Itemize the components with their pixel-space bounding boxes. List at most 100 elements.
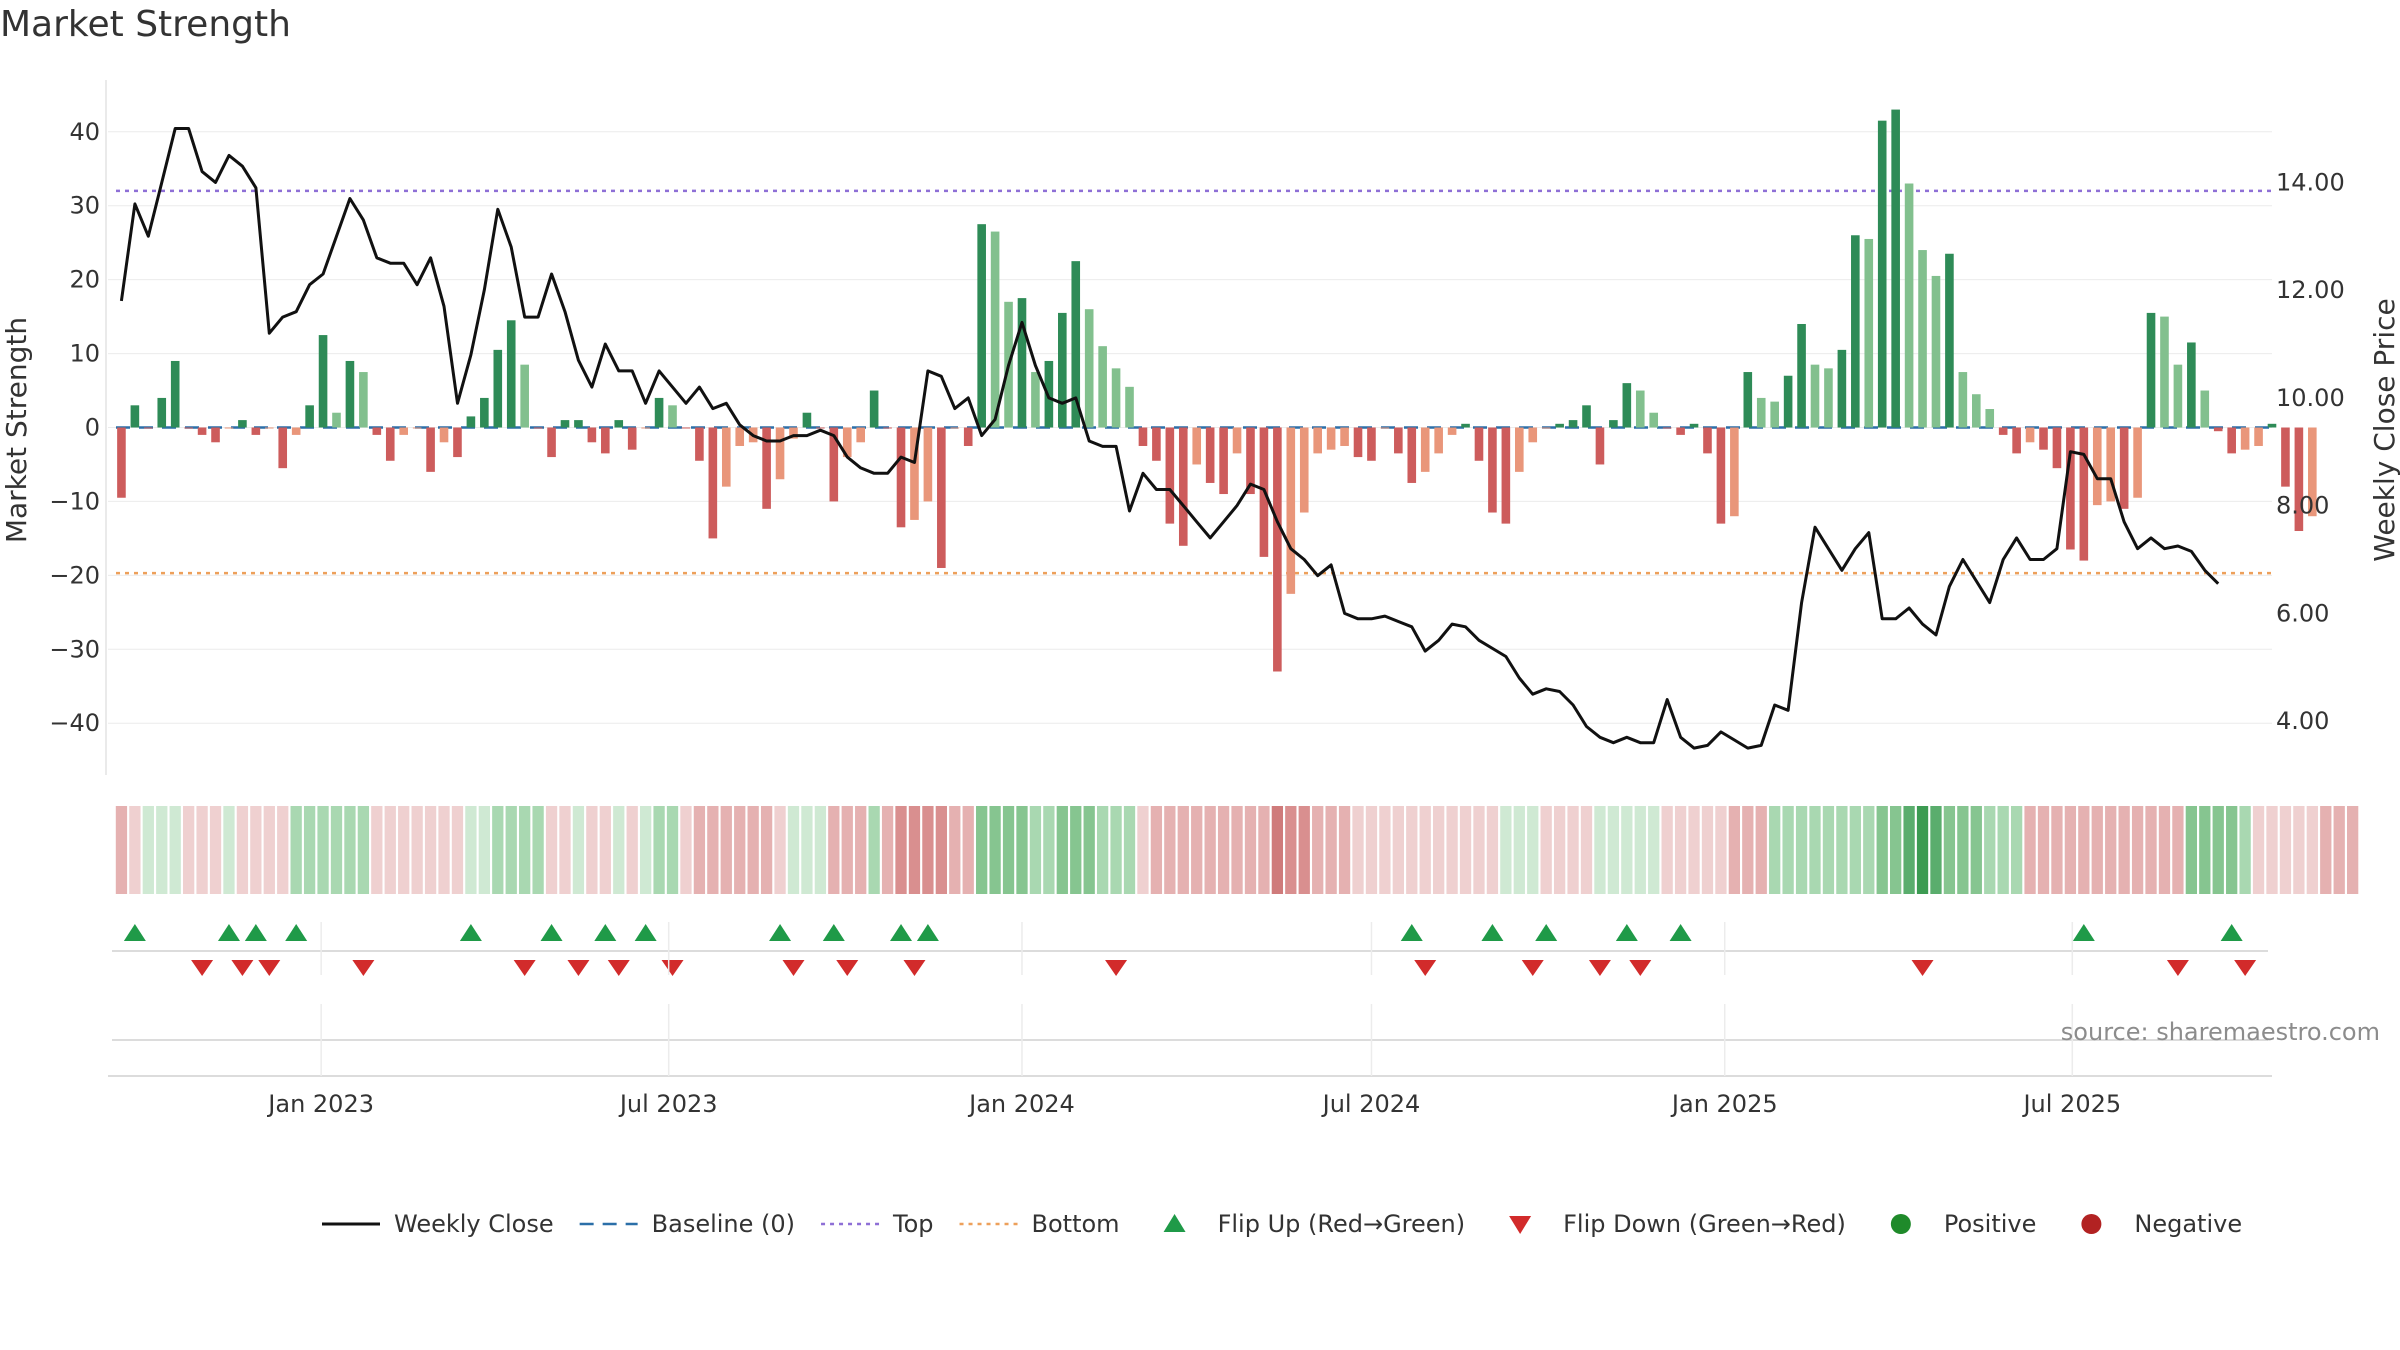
strength-bar	[668, 405, 677, 428]
strength-bar	[802, 412, 812, 428]
strength-bar	[2213, 427, 2223, 432]
strength-bar	[1326, 427, 1336, 450]
flip-down-marker	[2166, 960, 2189, 976]
strength-bar	[816, 427, 825, 429]
heat-cell	[2131, 806, 2144, 894]
legend-label: Flip Down (Green→Red)	[1563, 1210, 1846, 1238]
flip-up-marker	[540, 924, 563, 941]
strength-bar	[1152, 427, 1161, 461]
flip-up-marker	[1400, 924, 1423, 941]
strength-bar	[2240, 427, 2250, 450]
heat-cell	[196, 806, 208, 894]
flip-up-marker	[285, 924, 308, 941]
heat-cell	[666, 806, 679, 894]
heat-cell	[478, 806, 490, 894]
strength-bar	[1743, 372, 1753, 428]
strength-bar	[869, 390, 879, 428]
strength-bar	[1125, 386, 1134, 428]
strength-bar	[170, 360, 180, 428]
heat-cell	[2024, 806, 2036, 894]
strength-bar	[1609, 420, 1618, 428]
heat-cell	[465, 806, 477, 894]
y-tick-label: −20	[49, 561, 100, 589]
heat-cell	[1433, 806, 1445, 894]
flip-down-marker	[191, 960, 214, 976]
flip-down-marker	[1911, 960, 1934, 976]
heat-cell	[303, 806, 316, 894]
strength-bar	[1837, 349, 1847, 428]
strength-bar	[923, 427, 933, 502]
strength-bar	[1662, 427, 1672, 429]
strength-bar	[1246, 427, 1255, 495]
heat-cell	[115, 806, 128, 894]
strength-bar	[332, 412, 341, 428]
strength-bar	[735, 427, 745, 446]
y2-tick-label: 6.00	[2276, 599, 2329, 627]
heat-cell	[317, 806, 329, 894]
strength-bar	[856, 427, 865, 443]
strength-bar	[721, 427, 731, 487]
heat-cell	[2010, 806, 2023, 894]
strength-bar	[842, 427, 852, 458]
heat-cell	[1634, 806, 1646, 894]
heat-cell	[451, 806, 464, 894]
strength-bar	[493, 349, 503, 428]
strength-bar	[2119, 427, 2129, 509]
strength-bar	[2200, 390, 2210, 428]
heat-cell	[1715, 806, 1727, 894]
heat-cell	[1876, 806, 1888, 894]
y2-tick-label: 4.00	[2276, 707, 2329, 735]
heat-cell	[1096, 806, 1109, 894]
heat-cell	[209, 806, 222, 894]
heat-cell	[1755, 806, 1767, 894]
flip-up-marker	[916, 924, 939, 941]
heat-cell	[626, 806, 638, 894]
heat-cell	[2239, 806, 2251, 894]
heat-cell	[2145, 806, 2157, 894]
legend-label: Flip Up (Red→Green)	[1218, 1210, 1466, 1238]
strength-bar	[184, 427, 193, 429]
strength-bar	[197, 427, 207, 435]
strength-bar	[1998, 427, 2008, 435]
heat-cell	[1419, 806, 1431, 894]
chart-legend: Weekly Close Baseline (0) Top Bottom Flip Up…	[322, 1210, 2242, 1238]
heat-cell	[935, 806, 947, 894]
x-tick-label: Jan 2023	[266, 1090, 374, 1118]
strength-bar	[211, 427, 220, 443]
heat-cell	[519, 806, 531, 894]
heat-cell	[1325, 806, 1337, 894]
strength-bar	[1098, 346, 1107, 428]
heat-cell	[424, 806, 437, 894]
y2-tick-label: 14.00	[2276, 168, 2345, 196]
strength-bar	[574, 420, 583, 428]
strength-bar	[1192, 427, 1202, 465]
strength-bar	[2066, 427, 2075, 550]
heat-cell	[492, 806, 504, 894]
heat-cell	[1701, 806, 1714, 894]
heat-cell	[384, 806, 396, 894]
flip-down-marker	[513, 960, 536, 976]
heat-cell	[989, 806, 1001, 894]
y2-axis-title: Weekly Close Price	[2368, 298, 2400, 561]
heat-cell	[1379, 806, 1391, 894]
x-axis: Jan 2023 Jul 2023 Jan 2024 Jul 2024 Jan 2025…	[108, 922, 2272, 1118]
heat-cell	[1056, 806, 1068, 894]
legend-item: Weekly Close	[322, 1210, 554, 1238]
strength-bar	[1232, 427, 1242, 454]
heat-cell	[236, 806, 249, 894]
heat-cell	[1728, 806, 1741, 894]
strength-bar	[990, 231, 1000, 428]
strength-bar	[426, 427, 435, 472]
heat-cell	[1782, 806, 1794, 894]
strength-bar	[1622, 383, 1632, 428]
heat-cell	[747, 806, 759, 894]
heat-cell	[1338, 806, 1351, 894]
legend-label: Weekly Close	[394, 1210, 554, 1238]
heat-cell	[2064, 806, 2077, 894]
y-tick-label: −40	[49, 709, 100, 737]
heat-cell	[2226, 806, 2238, 894]
strength-bar	[2227, 427, 2236, 454]
strength-bar	[1824, 368, 1833, 428]
heat-cell	[1997, 806, 2009, 894]
